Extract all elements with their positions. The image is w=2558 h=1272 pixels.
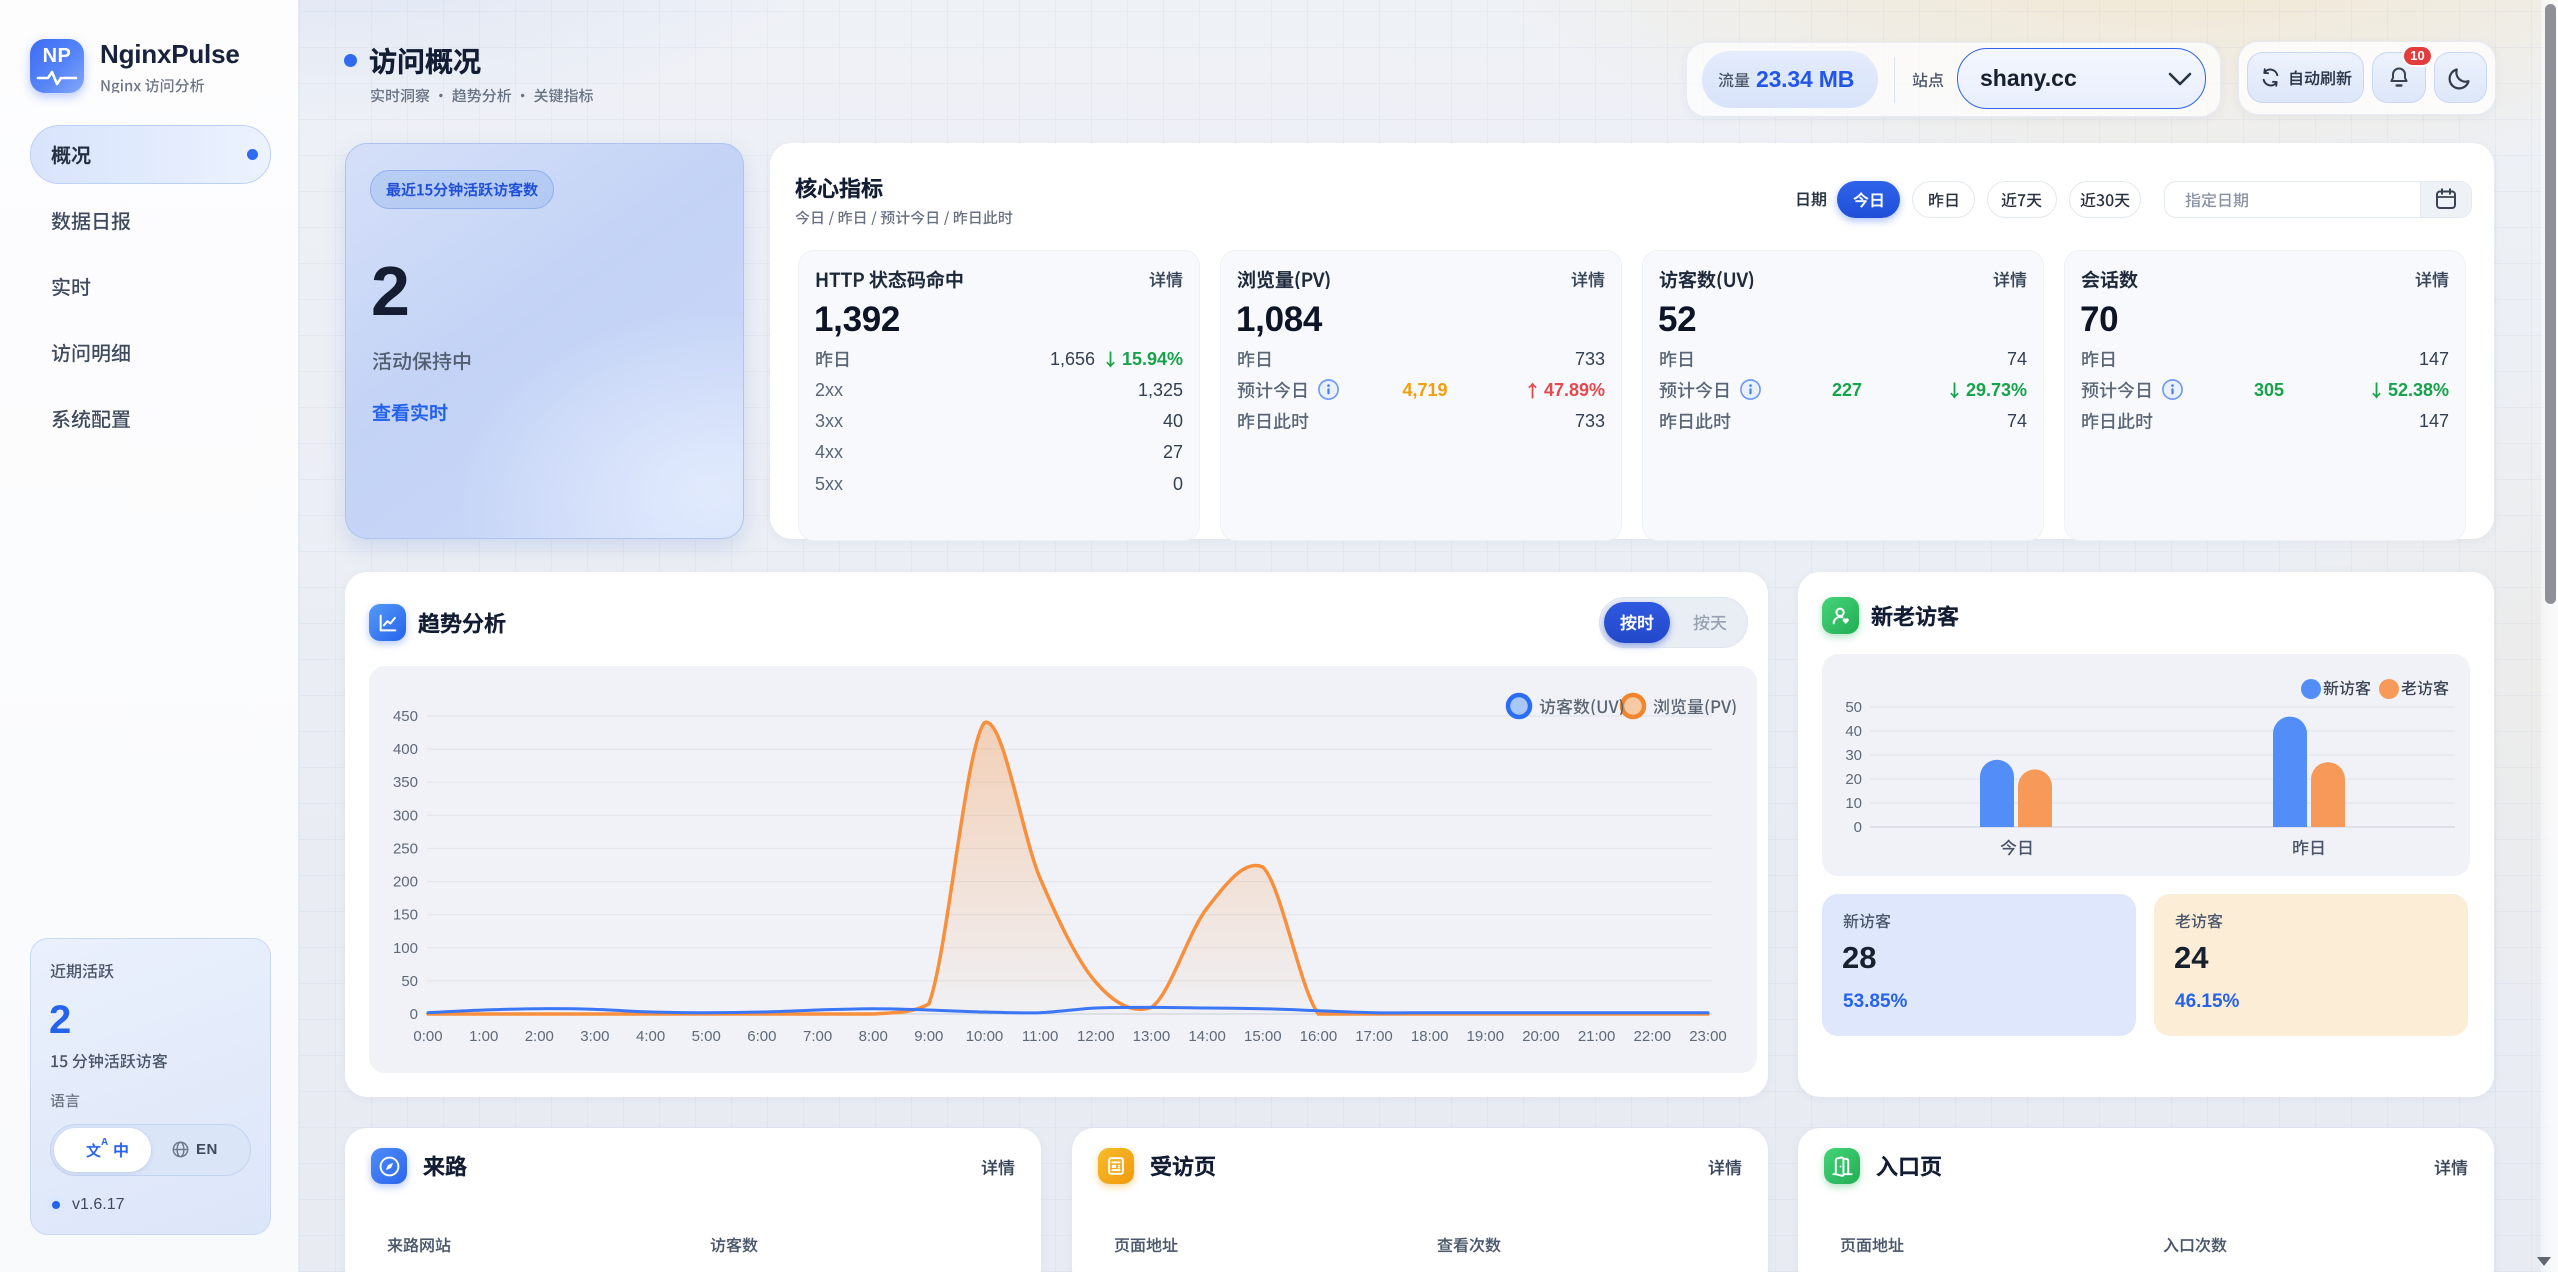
svg-text:0: 0 — [1854, 819, 1862, 836]
svg-text:0:00: 0:00 — [413, 1028, 442, 1045]
svg-text:4:00: 4:00 — [636, 1028, 665, 1045]
svg-text:400: 400 — [393, 741, 418, 758]
svg-text:15:00: 15:00 — [1244, 1028, 1282, 1045]
svg-text:22:00: 22:00 — [1634, 1028, 1672, 1045]
svg-text:9:00: 9:00 — [914, 1028, 943, 1045]
svg-text:8:00: 8:00 — [859, 1028, 888, 1045]
svg-text:18:00: 18:00 — [1411, 1028, 1449, 1045]
svg-text:200: 200 — [393, 874, 418, 891]
svg-text:6:00: 6:00 — [747, 1028, 776, 1045]
svg-text:20: 20 — [1845, 771, 1862, 788]
svg-text:10:00: 10:00 — [966, 1028, 1004, 1045]
svg-text:100: 100 — [393, 940, 418, 957]
svg-text:300: 300 — [393, 807, 418, 824]
svg-text:7:00: 7:00 — [803, 1028, 832, 1045]
svg-text:20:00: 20:00 — [1522, 1028, 1560, 1045]
svg-text:40: 40 — [1845, 723, 1862, 740]
svg-text:21:00: 21:00 — [1578, 1028, 1616, 1045]
svg-text:23:00: 23:00 — [1689, 1028, 1727, 1045]
svg-text:10: 10 — [1845, 795, 1862, 812]
svg-text:2:00: 2:00 — [525, 1028, 554, 1045]
svg-text:50: 50 — [401, 973, 418, 990]
svg-text:14:00: 14:00 — [1188, 1028, 1226, 1045]
svg-text:11:00: 11:00 — [1022, 1028, 1058, 1045]
svg-text:150: 150 — [393, 907, 418, 924]
svg-text:0: 0 — [410, 1006, 418, 1023]
svg-text:13:00: 13:00 — [1133, 1028, 1171, 1045]
svg-text:5:00: 5:00 — [692, 1028, 721, 1045]
svg-text:17:00: 17:00 — [1355, 1028, 1393, 1045]
svg-text:250: 250 — [393, 840, 418, 857]
svg-text:450: 450 — [393, 708, 418, 725]
svg-text:3:00: 3:00 — [580, 1028, 609, 1045]
svg-text:350: 350 — [393, 774, 418, 791]
svg-text:30: 30 — [1845, 747, 1862, 764]
svg-text:50: 50 — [1845, 699, 1862, 716]
svg-text:19:00: 19:00 — [1467, 1028, 1505, 1045]
svg-text:12:00: 12:00 — [1077, 1028, 1115, 1045]
svg-text:1:00: 1:00 — [469, 1028, 498, 1045]
svg-text:16:00: 16:00 — [1300, 1028, 1338, 1045]
